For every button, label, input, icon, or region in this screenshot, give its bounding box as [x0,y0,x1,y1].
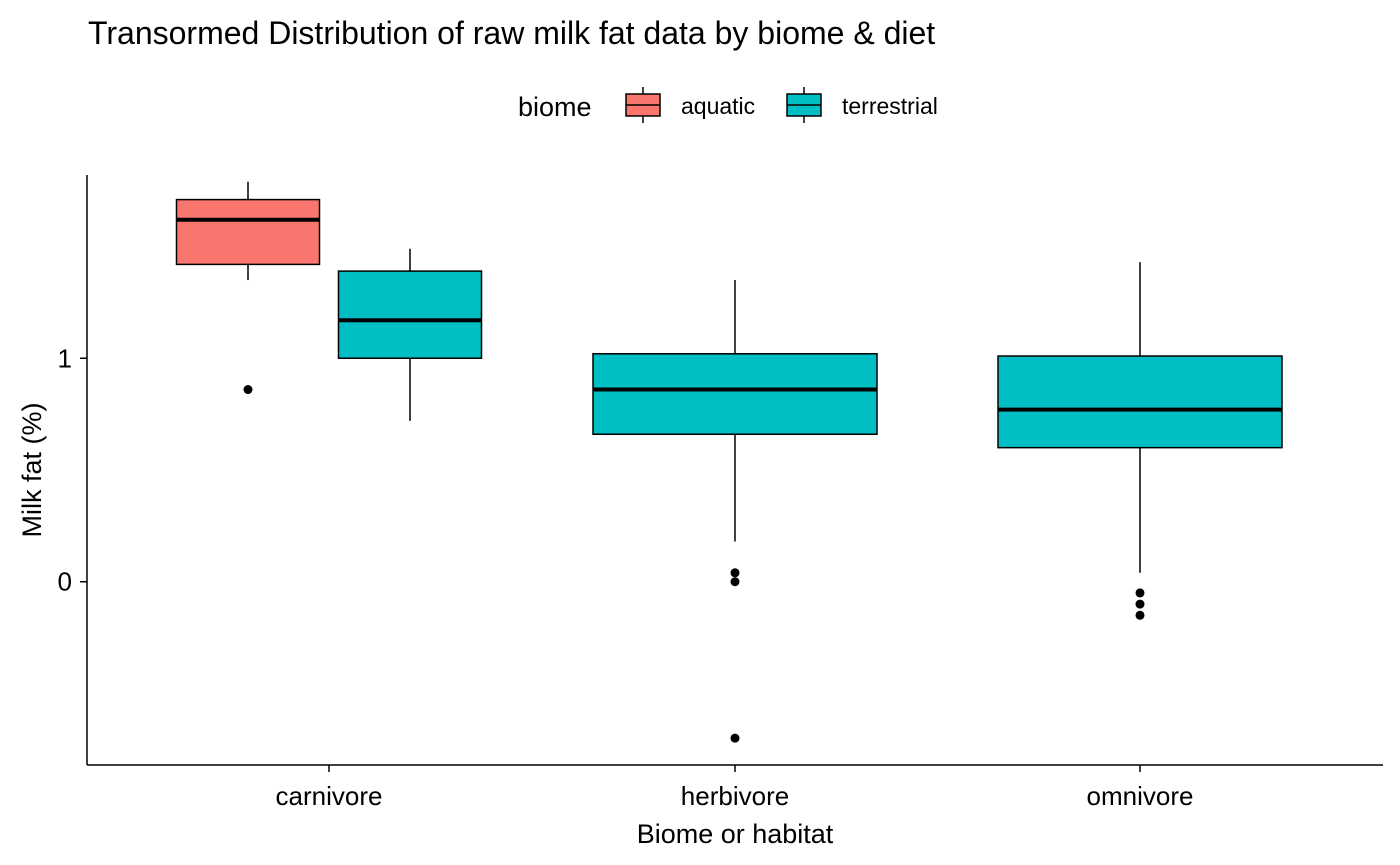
iqr-box [175,198,321,266]
outlier-point [1135,588,1145,598]
box-herbivore-terrestrial [592,280,878,743]
outlier-point [730,568,740,578]
outlier-point [1135,599,1145,609]
x-tick-label-herbivore: herbivore [681,781,789,811]
outlier-point [243,385,253,395]
x-axis-title: Biome or habitat [637,819,834,849]
box-carnivore-terrestrial [337,248,483,421]
outlier-point [730,733,740,743]
box-carnivore-aquatic [175,181,321,395]
legend: biome aquatic terrestrial [518,87,938,123]
y-axis-title: Milk fat (%) [17,403,47,538]
y-tick-label: 1 [58,343,72,373]
outlier-point [730,577,740,587]
legend-label-terrestrial: terrestrial [842,93,938,119]
legend-title: biome [518,92,592,122]
legend-label-aquatic: aquatic [681,93,755,119]
box-omnivore-terrestrial [997,262,1283,620]
legend-key-aquatic [625,87,661,123]
plot-area [175,181,1283,743]
x-tick-label-omnivore: omnivore [1087,781,1194,811]
iqr-box [337,270,483,360]
x-axis-ticks: carnivore herbivore omnivore [276,765,1194,811]
x-tick-label-carnivore: carnivore [276,781,383,811]
legend-key-terrestrial [786,87,822,123]
chart-title: Transormed Distribution of raw milk fat … [88,15,935,51]
iqr-box [592,353,878,435]
y-tick-label: 0 [58,567,72,597]
outlier-point [1135,610,1145,620]
y-axis-ticks: 01 [58,343,87,597]
iqr-box [997,355,1283,449]
